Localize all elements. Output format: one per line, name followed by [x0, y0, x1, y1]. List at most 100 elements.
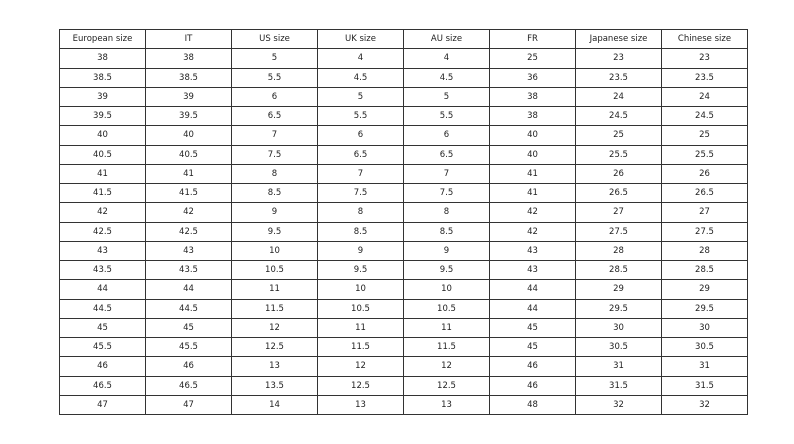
table-cell: 24 — [575, 86, 662, 108]
table-row: 38.5 38.5 5.5 4.5 4.5 36 23.5 23.5 — [59, 67, 748, 88]
table-cell: 46 — [59, 356, 146, 377]
table-cell: 10.5 — [317, 298, 404, 319]
table-cell: 45 — [489, 317, 576, 339]
table-cell: 29 — [575, 279, 662, 300]
table-cell: 30 — [575, 317, 662, 339]
table-cell: 39 — [59, 86, 146, 108]
table-cell: 26 — [661, 163, 748, 185]
table-cell: 48 — [489, 394, 576, 416]
table-cell: 43 — [145, 240, 232, 262]
table-cell: 27 — [661, 202, 748, 223]
column-header: Chinese size — [661, 28, 748, 50]
table-cell: 7 — [231, 125, 318, 146]
table-cell: 12.5 — [403, 375, 490, 396]
table-cell: 41 — [489, 163, 576, 185]
table-cell: 40 — [59, 125, 146, 146]
table-cell: 24.5 — [575, 105, 662, 127]
table-cell: 45 — [59, 317, 146, 339]
table-cell: 7.5 — [317, 182, 404, 204]
column-header: IT — [145, 28, 232, 50]
table-cell: 41 — [59, 163, 146, 185]
table-cell: 28 — [575, 240, 662, 262]
table-cell: 31 — [575, 356, 662, 377]
table-cell: 30.5 — [661, 336, 748, 358]
table-cell: 43 — [59, 240, 146, 262]
table-cell: 46.5 — [145, 375, 232, 396]
table-cell: 11 — [231, 279, 318, 300]
column-header: AU size — [403, 28, 490, 50]
table-cell: 42 — [489, 221, 576, 242]
table-row: 38 38 5 4 4 25 23 23 — [59, 48, 748, 69]
table-cell: 25.5 — [575, 144, 662, 165]
table-cell: 4.5 — [403, 67, 490, 88]
table-cell: 32 — [661, 394, 748, 416]
table-cell: 39 — [145, 86, 232, 108]
table-cell: 26 — [575, 163, 662, 185]
table-cell: 41 — [145, 163, 232, 185]
header-row: European size IT US size UK size AU size FR Ja… — [59, 28, 748, 50]
table-cell: 42 — [489, 202, 576, 223]
table-cell: 46 — [489, 356, 576, 377]
table-row: 43 43 10 9 9 43 28 28 — [59, 240, 748, 262]
table-cell: 31.5 — [661, 375, 748, 396]
table-cell: 39.5 — [59, 105, 146, 127]
table-cell: 23.5 — [575, 67, 662, 88]
table-cell: 7 — [317, 163, 404, 185]
table-cell: 44.5 — [59, 298, 146, 319]
table-cell: 8.5 — [231, 182, 318, 204]
table-cell: 43 — [489, 240, 576, 262]
table-cell: 44 — [145, 279, 232, 300]
table-cell: 12.5 — [231, 336, 318, 358]
table-cell: 10 — [403, 279, 490, 300]
table-cell: 38.5 — [59, 67, 146, 88]
table-cell: 25 — [661, 125, 748, 146]
table-cell: 9 — [317, 240, 404, 262]
table-row: 41.5 41.5 8.5 7.5 7.5 41 26.5 26.5 — [59, 182, 748, 204]
table-cell: 29.5 — [661, 298, 748, 319]
table-cell: 40.5 — [145, 144, 232, 165]
table-cell: 4 — [317, 48, 404, 69]
table-cell: 25.5 — [661, 144, 748, 165]
table-cell: 6.5 — [317, 144, 404, 165]
table-cell: 24.5 — [661, 105, 748, 127]
table-cell: 9.5 — [317, 259, 404, 281]
table-cell: 10 — [231, 240, 318, 262]
table-row: 40 40 7 6 6 40 25 25 — [59, 125, 748, 146]
table-cell: 36 — [489, 67, 576, 88]
table-row: 44.5 44.5 11.5 10.5 10.5 44 29.5 29.5 — [59, 298, 748, 319]
table-cell: 8 — [403, 202, 490, 223]
table-cell: 12 — [403, 356, 490, 377]
table-cell: 11.5 — [403, 336, 490, 358]
table-row: 41 41 8 7 7 41 26 26 — [59, 163, 748, 185]
table-cell: 42 — [59, 202, 146, 223]
table-cell: 4.5 — [317, 67, 404, 88]
table-cell: 6.5 — [231, 105, 318, 127]
table-row: 42.5 42.5 9.5 8.5 8.5 42 27.5 27.5 — [59, 221, 748, 242]
table-cell: 13 — [231, 356, 318, 377]
table-cell: 43.5 — [145, 259, 232, 281]
table-cell: 42 — [145, 202, 232, 223]
table-cell: 13.5 — [231, 375, 318, 396]
table-cell: 43.5 — [59, 259, 146, 281]
table-cell: 30.5 — [575, 336, 662, 358]
table-cell: 11 — [317, 317, 404, 339]
table-cell: 40.5 — [59, 144, 146, 165]
table-row: 42 42 9 8 8 42 27 27 — [59, 202, 748, 223]
table-cell: 47 — [145, 394, 232, 416]
table-cell: 38 — [489, 86, 576, 108]
table-cell: 42.5 — [59, 221, 146, 242]
table-cell: 6 — [231, 86, 318, 108]
table-cell: 6 — [403, 125, 490, 146]
table-cell: 27.5 — [575, 221, 662, 242]
table-cell: 9.5 — [231, 221, 318, 242]
table-cell: 10.5 — [403, 298, 490, 319]
table-cell: 6.5 — [403, 144, 490, 165]
table-cell: 9.5 — [403, 259, 490, 281]
table-cell: 32 — [575, 394, 662, 416]
table-cell: 8.5 — [317, 221, 404, 242]
table-cell: 25 — [575, 125, 662, 146]
table-cell: 13 — [403, 394, 490, 416]
table-cell: 5 — [231, 48, 318, 69]
table-cell: 41.5 — [145, 182, 232, 204]
table-cell: 12.5 — [317, 375, 404, 396]
